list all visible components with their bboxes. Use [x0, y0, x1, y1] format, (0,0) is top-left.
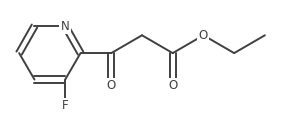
Text: N: N	[61, 20, 70, 33]
Text: O: O	[199, 29, 208, 42]
Text: F: F	[62, 99, 68, 112]
Text: O: O	[168, 79, 177, 92]
Text: O: O	[107, 79, 116, 92]
